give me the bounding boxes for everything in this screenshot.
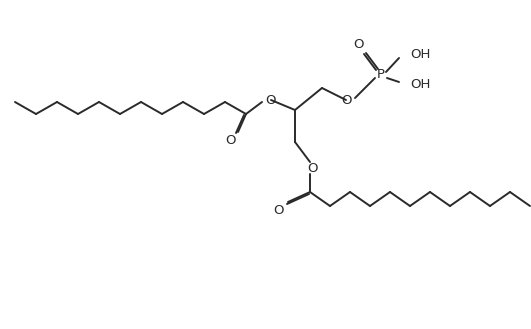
Text: O: O — [353, 38, 363, 52]
Text: O: O — [342, 93, 352, 107]
Text: P: P — [377, 68, 385, 82]
Text: OH: OH — [410, 79, 430, 91]
Text: O: O — [225, 134, 235, 146]
Text: O: O — [307, 163, 317, 175]
Text: O: O — [265, 93, 275, 107]
Text: O: O — [274, 204, 284, 216]
Text: OH: OH — [410, 47, 430, 61]
